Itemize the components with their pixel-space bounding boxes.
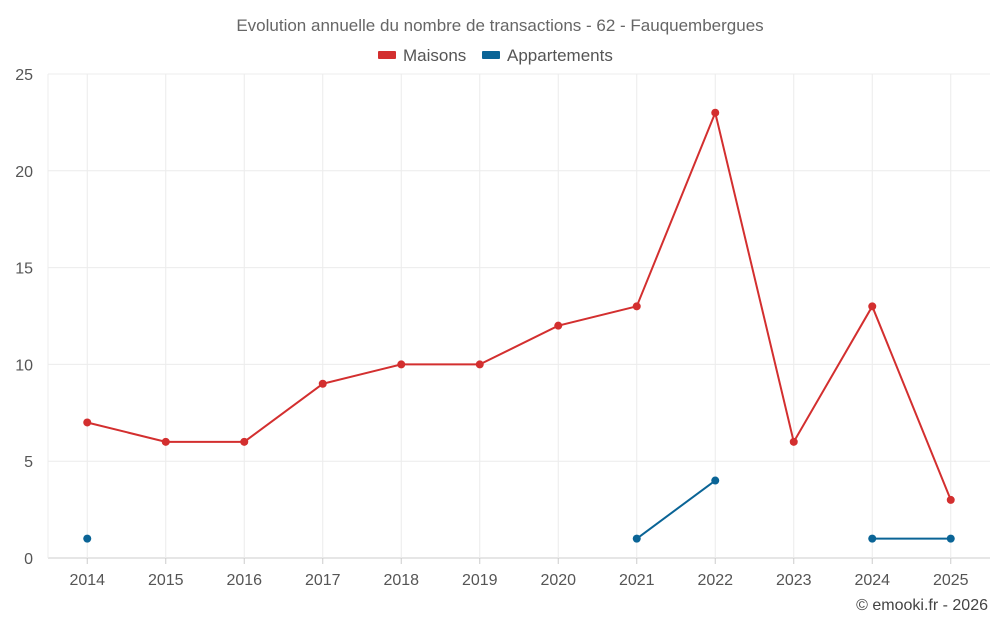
y-tick-label: 0 xyxy=(24,551,33,568)
legend-label-maisons: Maisons xyxy=(403,46,466,65)
data-point-appartements xyxy=(632,534,641,543)
x-tick-label: 2018 xyxy=(383,572,419,589)
legend-label-appartements: Appartements xyxy=(507,46,613,65)
data-point-maisons xyxy=(789,437,798,446)
series-line-appartements xyxy=(636,479,716,540)
chart-title: Evolution annuelle du nombre de transact… xyxy=(236,16,763,35)
data-point-maisons xyxy=(161,437,170,446)
y-tick-label: 25 xyxy=(15,67,33,84)
y-tick-label: 15 xyxy=(15,261,33,278)
x-axis: 2014 2015 2016 2017 2018 2019 2020 2021 2022 2023… xyxy=(69,558,969,589)
x-tick-label: 2017 xyxy=(305,572,341,589)
data-point-maisons xyxy=(83,418,92,427)
series-line-maisons xyxy=(87,109,952,501)
data-point-maisons xyxy=(554,321,563,330)
x-tick-label: 2019 xyxy=(462,572,498,589)
data-point-maisons xyxy=(711,108,720,117)
y-axis: 0 5 10 15 20 25 xyxy=(15,67,33,568)
y-tick-label: 5 xyxy=(24,454,33,471)
y-tick-label: 20 xyxy=(15,164,33,181)
y-tick-label: 10 xyxy=(15,357,33,374)
data-point-appartements xyxy=(868,534,877,543)
credit-text: © emooki.fr - 2026 xyxy=(856,597,988,614)
data-point-maisons xyxy=(475,360,484,369)
x-tick-label: 2021 xyxy=(619,572,655,589)
data-point-appartements xyxy=(711,476,720,485)
data-point-maisons xyxy=(946,495,955,504)
data-point-maisons xyxy=(632,302,641,311)
legend-swatch-maisons xyxy=(378,51,396,59)
series-layer xyxy=(83,108,955,543)
x-tick-label: 2015 xyxy=(148,572,184,589)
data-point-appartements xyxy=(946,534,955,543)
data-point-maisons xyxy=(868,302,877,311)
gridlines xyxy=(47,73,990,559)
data-point-maisons xyxy=(397,360,406,369)
x-tick-label: 2023 xyxy=(776,572,812,589)
x-tick-label: 2016 xyxy=(226,572,262,589)
data-point-appartements xyxy=(83,534,92,543)
x-tick-label: 2022 xyxy=(697,572,733,589)
x-tick-label: 2020 xyxy=(540,572,576,589)
legend-swatch-appartements xyxy=(482,51,500,59)
data-point-maisons xyxy=(240,437,249,446)
x-tick-label: 2014 xyxy=(69,572,105,589)
data-point-maisons xyxy=(318,379,327,388)
x-tick-label: 2025 xyxy=(933,572,969,589)
legend: Maisons Appartements xyxy=(378,46,613,65)
x-tick-label: 2024 xyxy=(854,572,890,589)
